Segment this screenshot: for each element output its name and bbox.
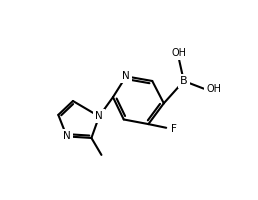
Text: N: N xyxy=(63,131,71,141)
Text: B: B xyxy=(180,76,188,86)
Text: OH: OH xyxy=(206,84,221,94)
Text: N: N xyxy=(95,111,103,121)
Text: F: F xyxy=(171,124,177,134)
Text: N: N xyxy=(122,71,130,81)
Text: OH: OH xyxy=(172,48,187,58)
